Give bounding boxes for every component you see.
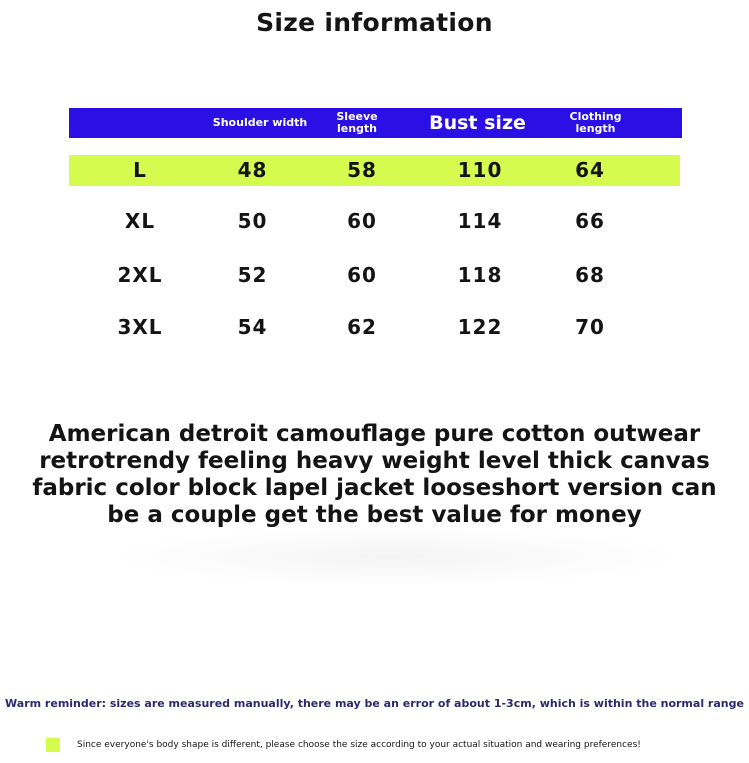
bust-value: 122 <box>457 315 503 339</box>
shoulder-value: 54 <box>237 315 268 339</box>
clothing-value: 68 <box>575 263 605 287</box>
decorative-glow <box>115 528 675 586</box>
table-row: L 48 58 110 64 <box>0 155 749 185</box>
clothing-value: 64 <box>575 158 605 182</box>
shoulder-value: 48 <box>237 158 268 182</box>
product-description: American detroit camouflage pure cotton … <box>32 421 717 528</box>
shoulder-value: 52 <box>237 263 268 287</box>
size-choice-note: Since everyone's body shape is different… <box>77 740 641 750</box>
sleeve-value: 60 <box>347 209 377 233</box>
bust-value: 114 <box>457 209 503 233</box>
table-row: 2XL 52 60 118 68 <box>0 260 749 290</box>
shoulder-value: 50 <box>237 209 268 233</box>
bust-value: 118 <box>457 263 503 287</box>
header-clothing-length: Clothing length <box>569 110 622 135</box>
highlighted-row-background <box>69 155 680 186</box>
header-shoulder-width: Shoulder width <box>212 116 308 129</box>
note-bullet-swatch <box>46 738 60 752</box>
table-row: XL 50 60 114 66 <box>0 206 749 236</box>
measurement-reminder: Warm reminder: sizes are measured manual… <box>5 697 744 710</box>
clothing-value: 66 <box>575 209 605 233</box>
table-row: 3XL 54 62 122 70 <box>0 312 749 342</box>
size-table-header: Shoulder width Sleeve length Bust size C… <box>69 108 682 138</box>
header-sleeve-length: Sleeve length <box>336 110 378 135</box>
page-title: Size information <box>256 8 493 37</box>
sleeve-value: 58 <box>347 158 377 182</box>
header-bust-size: Bust size <box>429 112 526 134</box>
size-label: L <box>133 158 147 182</box>
size-label: 2XL <box>117 263 163 287</box>
sleeve-value: 62 <box>347 315 377 339</box>
size-label: 3XL <box>117 315 163 339</box>
sleeve-value: 60 <box>347 263 377 287</box>
size-label: XL <box>124 209 156 233</box>
clothing-value: 70 <box>575 315 605 339</box>
bust-value: 110 <box>457 158 503 182</box>
